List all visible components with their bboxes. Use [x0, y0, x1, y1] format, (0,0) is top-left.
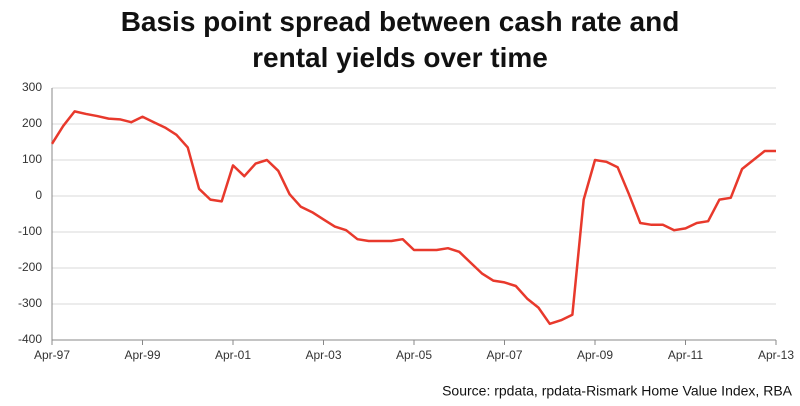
y-tick-label: -300 [18, 296, 42, 310]
y-tick-label: 300 [22, 80, 42, 94]
chart-title: Basis point spread between cash rate and… [120, 6, 680, 73]
data-line [50, 110, 776, 326]
x-tick-label: Apr-07 [486, 348, 522, 362]
x-tick-label: Apr-01 [215, 348, 251, 362]
y-tick-label: 0 [35, 188, 42, 202]
y-tick-label: -100 [18, 224, 42, 238]
y-tick-label: 100 [22, 152, 42, 166]
source-note: Source: rpdata, rpdata-Rismark Home Valu… [442, 383, 793, 399]
y-tick-label: -200 [18, 260, 42, 274]
x-tick-label: Apr-09 [577, 348, 613, 362]
x-tick-label: Apr-05 [396, 348, 432, 362]
x-tick-label: Apr-97 [34, 348, 70, 362]
y-tick-label: 200 [22, 116, 42, 130]
y-tick-label: -400 [18, 332, 42, 346]
x-tick-label: Apr-03 [305, 348, 341, 362]
x-tick-label: Apr-11 [668, 348, 703, 362]
x-tick-label: Apr-99 [124, 348, 160, 362]
x-tick-label: Apr-13 [758, 348, 794, 362]
